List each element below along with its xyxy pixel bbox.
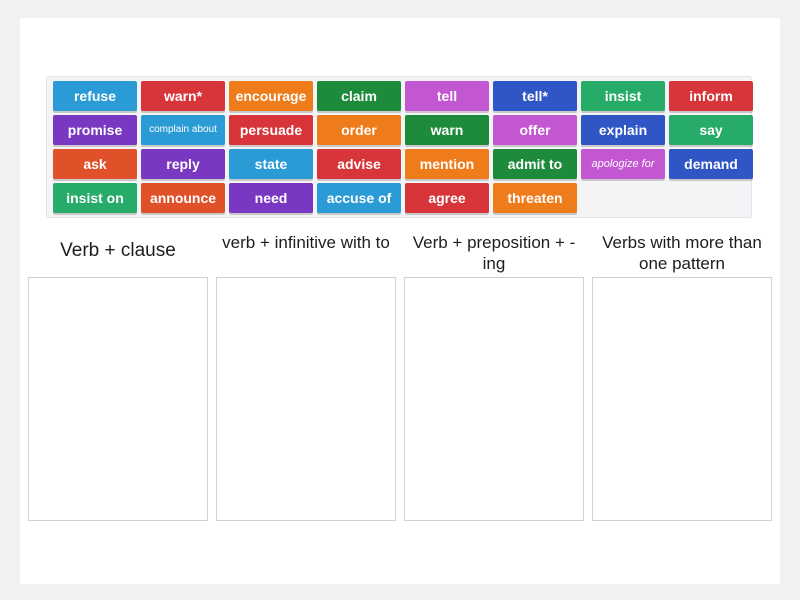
word-tile[interactable]: refuse <box>53 81 137 111</box>
word-tile[interactable]: mention <box>405 149 489 179</box>
word-tile-bank: refuse warn* encourage claim tell tell* insist… <box>46 76 753 218</box>
word-tile[interactable]: promise <box>53 115 137 145</box>
dropzone-verb-preposition-ing[interactable] <box>404 277 584 521</box>
word-tile[interactable]: insist <box>581 81 665 111</box>
dropzone-verb-infinitive[interactable] <box>216 277 396 521</box>
word-tile[interactable]: ask <box>53 149 137 179</box>
word-tile[interactable]: threaten <box>493 183 577 213</box>
word-tile[interactable]: tell <box>405 81 489 111</box>
word-tile[interactable]: tell* <box>493 81 577 111</box>
word-tile[interactable]: complain about <box>141 115 225 145</box>
word-tile[interactable]: advise <box>317 149 401 179</box>
word-tile[interactable]: insist on <box>53 183 137 213</box>
word-tile[interactable]: reply <box>141 149 225 179</box>
word-tile[interactable]: offer <box>493 115 577 145</box>
word-tile[interactable]: demand <box>669 149 753 179</box>
word-tile[interactable]: encourage <box>229 81 313 111</box>
column-heading-verb-preposition-ing: Verb + preposition + -ing <box>412 233 576 273</box>
word-tile[interactable]: explain <box>581 115 665 145</box>
word-tile[interactable]: say <box>669 115 753 145</box>
word-tile[interactable]: claim <box>317 81 401 111</box>
word-tile[interactable]: announce <box>141 183 225 213</box>
word-tile[interactable]: need <box>229 183 313 213</box>
column-heading-verb-infinitive: verb + infinitive with to <box>222 233 390 252</box>
word-tile[interactable]: persuade <box>229 115 313 145</box>
word-tile[interactable]: accuse of <box>317 183 401 213</box>
word-tile[interactable]: agree <box>405 183 489 213</box>
word-tile[interactable]: apologize for <box>581 149 665 179</box>
column-heading-multiple-patterns: Verbs with more than one pattern <box>602 233 762 273</box>
dropzone-verb-clause[interactable] <box>28 277 208 521</box>
word-tile[interactable]: warn <box>405 115 489 145</box>
column-heading-verb-clause: Verb + clause <box>60 240 176 261</box>
word-tile[interactable]: order <box>317 115 401 145</box>
word-tile[interactable]: admit to <box>493 149 577 179</box>
word-tile[interactable]: inform <box>669 81 753 111</box>
word-tile[interactable]: state <box>229 149 313 179</box>
dropzone-multiple-patterns[interactable] <box>592 277 772 521</box>
word-tile[interactable]: warn* <box>141 81 225 111</box>
